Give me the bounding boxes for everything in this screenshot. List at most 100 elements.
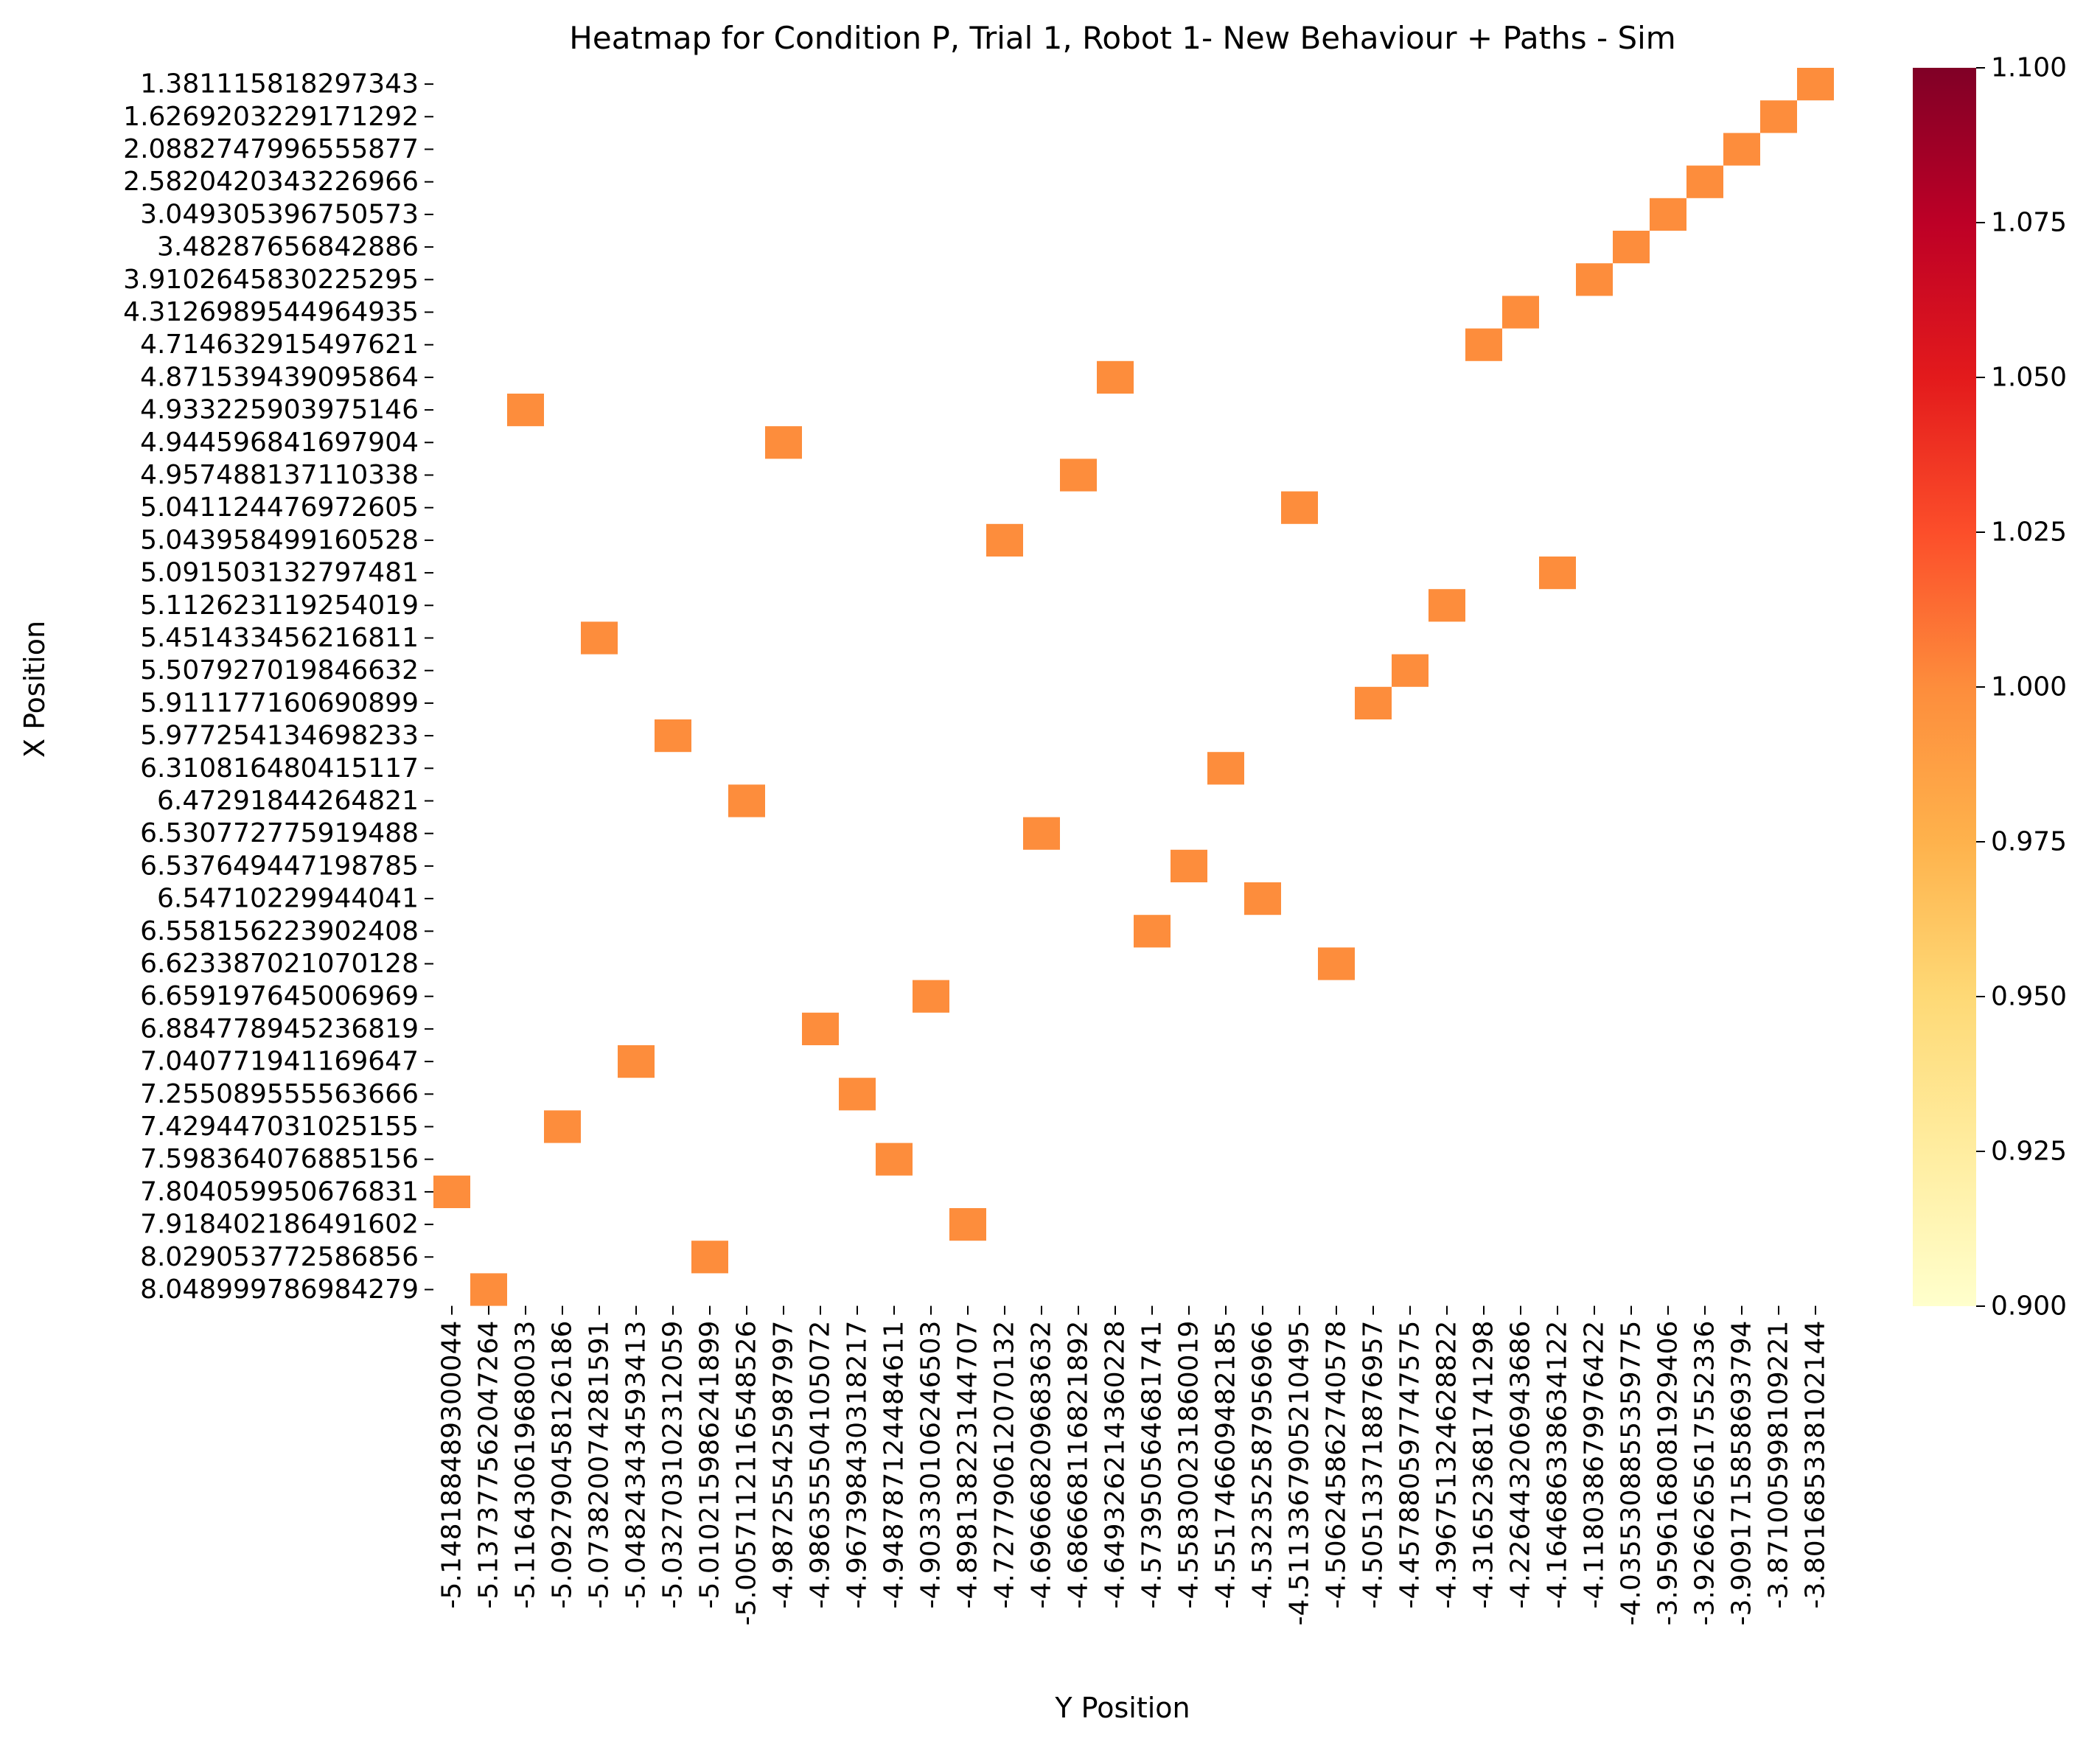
y-tick-label: 7.598364076885156 [140, 1144, 419, 1174]
y-tick-label: 4.3126989544964935 [123, 297, 419, 327]
y-tick-label: 2.5820420343226966 [123, 167, 419, 197]
y-tick-label: 6.54710229944041 [157, 884, 419, 914]
heatmap-cell [1134, 915, 1171, 948]
x-tick-label: -4.986355504105072 [806, 1321, 836, 1609]
heatmap-cell [913, 980, 949, 1013]
x-tick-label: -5.092790458126186 [548, 1321, 578, 1609]
heatmap-cell [1318, 947, 1355, 980]
x-tick-label: -4.035530885535977‍5 [1616, 1321, 1647, 1626]
heatmap-cell [949, 1208, 986, 1241]
y-tick-label: 3.48287656842886 [157, 232, 419, 262]
y-tick-label: 6.537649447198785 [140, 851, 419, 881]
heatmap-cell [1281, 491, 1318, 524]
y-tick-label: 1.6269203229171292 [123, 102, 419, 132]
colorbar-tick-label: 1.000 [1991, 672, 2067, 702]
colorbar-tick-label: 1.025 [1991, 517, 2067, 548]
y-tick-label: 6.659197645006969 [140, 981, 419, 1011]
chart-title: Heatmap for Condition P, Trial 1, Robot … [569, 20, 1675, 56]
heatmap-cell [1355, 686, 1392, 719]
heatmap-cell [1760, 100, 1797, 133]
heatmap-cell [470, 1273, 507, 1306]
heatmap-cell [1650, 198, 1686, 231]
heatmap-cell [433, 1175, 470, 1208]
heatmap-cell [1723, 133, 1760, 166]
x-tick-label: -4.903330106246503 [916, 1321, 946, 1609]
heatmap-cell [1576, 263, 1613, 296]
heatmap-cell [1686, 165, 1723, 198]
x-tick-label: -4.987255425987997 [769, 1321, 799, 1609]
y-tick-label: 7.804059950676831 [140, 1176, 419, 1207]
y-tick-label: 7.429447031025155 [140, 1112, 419, 1142]
y-tick-label: 5.507927019846632 [140, 655, 419, 686]
x-tick-label: -4.457880597747575 [1395, 1321, 1426, 1609]
x-tick-label: -4.948787124484611 [879, 1321, 910, 1609]
y-tick-label: 6.530772775919488 [140, 818, 419, 848]
x-tick-label: -5.032703102312059 [658, 1321, 688, 1609]
y-tick-label: 5.112623119254019 [140, 590, 419, 621]
heatmap-cell [986, 523, 1023, 557]
y-tick-label: 7.255089555563666 [140, 1079, 419, 1109]
x-tick-label: -4.649326214360228 [1100, 1321, 1131, 1609]
y-tick-label: 8.029053772586856 [140, 1242, 419, 1272]
y-axis-ticks: 1.3811158182973431.62692032291712922.088… [123, 69, 433, 1305]
x-tick-label: -3.871005998109221 [1764, 1321, 1794, 1609]
heatmap-cell [1502, 296, 1539, 329]
x-tick-label: -4.573950564681741 [1137, 1321, 1168, 1609]
colorbar-tick-label: 0.950 [1991, 982, 2067, 1012]
heatmap-cell [1797, 68, 1834, 101]
x-tick-label: -5.137377562047264 [474, 1321, 504, 1609]
y-tick-label: 6.310816480415117 [140, 753, 419, 784]
colorbar-tick-label: 1.050 [1991, 363, 2067, 393]
x-tick-label: -4.511336790521049‍5 [1285, 1321, 1315, 1626]
heatmap-cell [802, 1012, 839, 1045]
heatmap-cell [507, 394, 544, 427]
x-tick-label: -5.005711211654852‍6 [732, 1321, 762, 1626]
colorbar [1913, 68, 1976, 1306]
heatmap-cell [581, 621, 618, 655]
heatmap-cell [728, 784, 765, 817]
heatmap-cell [1171, 849, 1207, 882]
heatmap-cell [618, 1045, 655, 1078]
y-tick-label: 2.0882747996555877 [123, 134, 419, 164]
y-tick-label: 3.9102645830225295 [123, 265, 419, 295]
x-tick-label: -5.148188489300044 [437, 1321, 467, 1609]
x-tick-label: -4.551746609482185 [1211, 1321, 1241, 1609]
x-tick-label: -4.164686338634122 [1543, 1321, 1573, 1609]
y-tick-label: 7.918402186491602 [140, 1210, 419, 1240]
colorbar-ticks: 0.900 0.925 0.950 0.975 1.000 1.025 1.050 1.075… [1976, 53, 2067, 1322]
heatmap-cell [1244, 882, 1281, 915]
colorbar-gradient [1913, 68, 1976, 1306]
plot-area [433, 68, 1834, 1306]
x-axis-ticks: -5.148188489300044 -5.137377562047264 -5.1… [437, 1305, 1831, 1626]
y-tick-label: 6.47291844264821 [157, 786, 419, 816]
colorbar-tick-label: 0.900 [1991, 1291, 2067, 1322]
heatmap-cell [839, 1078, 876, 1111]
heatmap-cell [1392, 654, 1429, 687]
heatmap-cell [1060, 458, 1097, 492]
y-tick-label: 4.933225903975146 [140, 395, 419, 425]
y-tick-label: 1.381115818297343 [140, 69, 419, 100]
heatmap-cell [1539, 557, 1576, 590]
x-axis-title: Y Position [1054, 1692, 1190, 1724]
x-tick-label: -5.010215986241899 [695, 1321, 725, 1609]
x-tick-label: -4.532352587956966 [1248, 1321, 1278, 1609]
x-tick-label: -5.073820074281591 [585, 1321, 615, 1609]
x-tick-label: -4.226443206943686 [1506, 1321, 1536, 1609]
y-tick-label: 5.451433456216811 [140, 623, 419, 653]
y-tick-label: 3.049305396750573 [140, 199, 419, 229]
y-tick-label: 6.884778945236819 [140, 1014, 419, 1044]
y-tick-label: 8.048999786984279 [140, 1274, 419, 1305]
x-tick-label: -4.396751324628822 [1432, 1321, 1462, 1609]
x-tick-label: -4.558300231860019 [1174, 1321, 1204, 1609]
heatmap-cell [1097, 360, 1134, 394]
x-tick-label: -4.898138223144707 [953, 1321, 983, 1609]
heatmap-cell [765, 426, 802, 459]
x-tick-label: -5.116430619680033 [511, 1321, 541, 1609]
heatmap-cell [1465, 328, 1502, 361]
colorbar-tick-label: 1.075 [1991, 208, 2067, 238]
heatmap-cell [691, 1241, 728, 1274]
heatmap-cell [1207, 752, 1244, 785]
x-tick-label: -4.696668209683632 [1027, 1321, 1057, 1609]
x-tick-label: -4.506245862740578 [1322, 1321, 1352, 1609]
y-tick-label: 4.944596841697904 [140, 428, 419, 458]
